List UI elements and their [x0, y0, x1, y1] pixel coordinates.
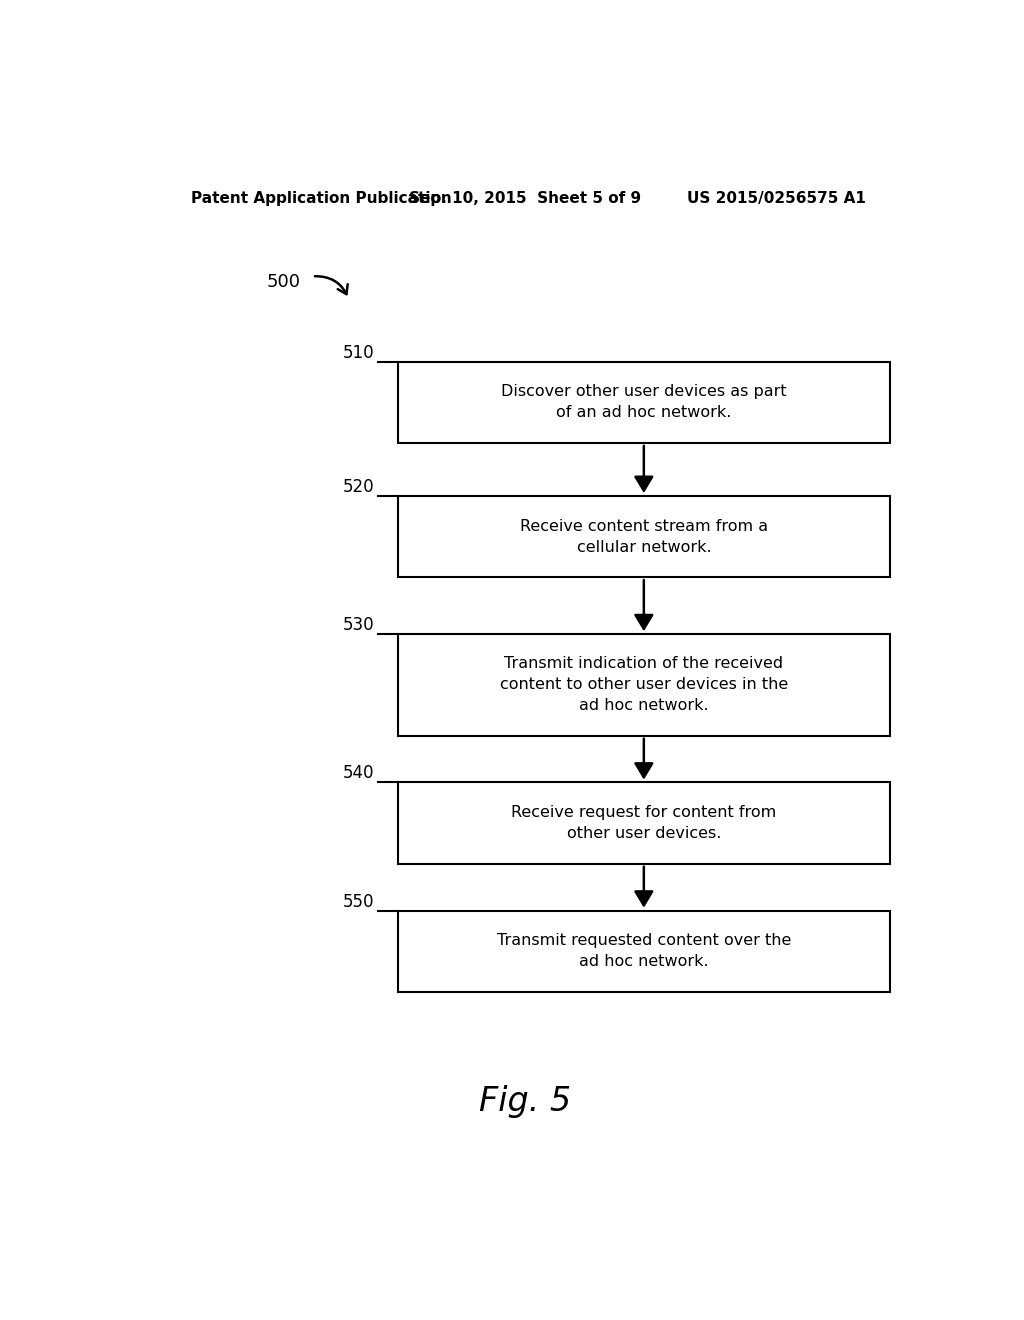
FancyArrowPatch shape: [636, 446, 652, 491]
FancyArrowPatch shape: [636, 738, 652, 777]
FancyArrowPatch shape: [636, 866, 652, 906]
Bar: [397, 362, 890, 444]
Text: 530: 530: [342, 616, 374, 634]
Text: Sep. 10, 2015  Sheet 5 of 9: Sep. 10, 2015 Sheet 5 of 9: [409, 191, 641, 206]
Text: 500: 500: [267, 273, 301, 292]
FancyArrowPatch shape: [315, 276, 348, 294]
Text: Receive request for content from
other user devices.: Receive request for content from other u…: [511, 805, 776, 841]
Text: Transmit indication of the received
content to other user devices in the
ad hoc : Transmit indication of the received cont…: [500, 656, 787, 713]
Text: Patent Application Publication: Patent Application Publication: [191, 191, 453, 206]
Text: US 2015/0256575 A1: US 2015/0256575 A1: [687, 191, 866, 206]
Text: 520: 520: [342, 478, 374, 496]
Text: Discover other user devices as part
of an ad hoc network.: Discover other user devices as part of a…: [501, 384, 786, 420]
Bar: [397, 783, 890, 863]
Text: 540: 540: [342, 764, 374, 783]
Text: Receive content stream from a
cellular network.: Receive content stream from a cellular n…: [520, 519, 768, 554]
FancyArrowPatch shape: [636, 579, 652, 628]
Bar: [397, 911, 890, 991]
Bar: [397, 496, 890, 577]
Text: Fig. 5: Fig. 5: [479, 1085, 570, 1118]
Bar: [397, 634, 890, 735]
Text: 510: 510: [342, 343, 374, 362]
Text: Transmit requested content over the
ad hoc network.: Transmit requested content over the ad h…: [497, 933, 791, 969]
Text: 550: 550: [342, 892, 374, 911]
